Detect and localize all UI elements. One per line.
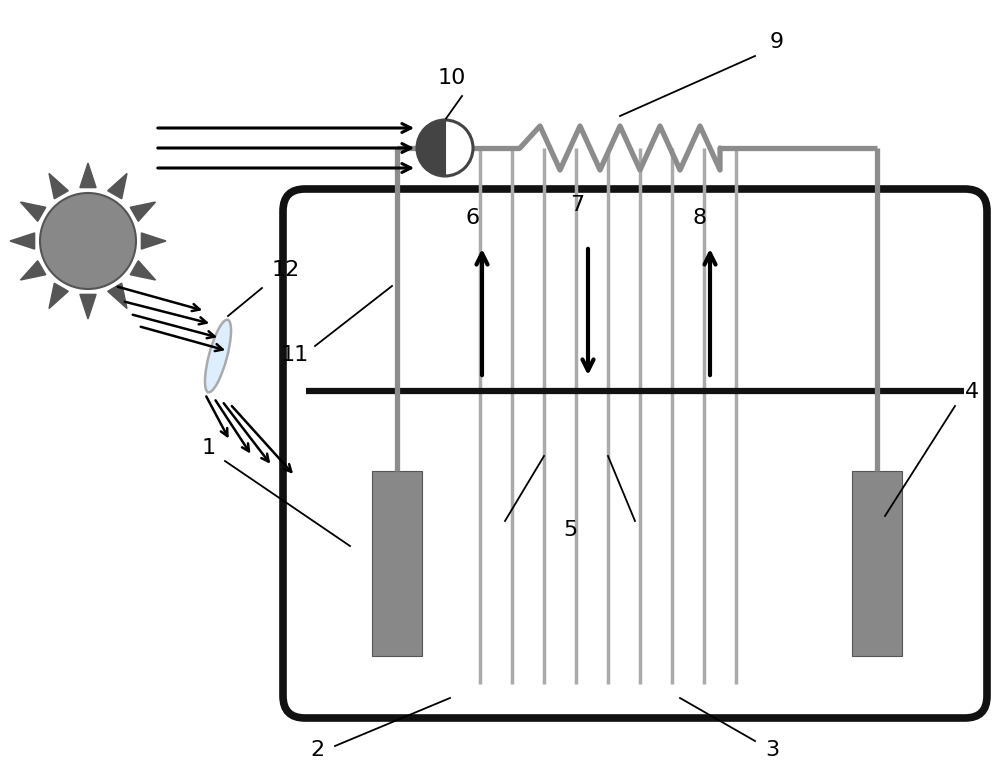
Polygon shape [49, 173, 68, 199]
Polygon shape [49, 283, 68, 309]
Polygon shape [20, 260, 46, 280]
Text: 7: 7 [570, 195, 584, 215]
Polygon shape [20, 202, 46, 221]
Circle shape [40, 193, 136, 289]
Polygon shape [417, 120, 445, 176]
Polygon shape [80, 294, 96, 319]
Polygon shape [141, 233, 166, 249]
Ellipse shape [205, 319, 231, 392]
Text: 8: 8 [693, 208, 707, 228]
Polygon shape [130, 202, 156, 221]
Text: 2: 2 [310, 740, 324, 760]
Polygon shape [10, 233, 35, 249]
FancyBboxPatch shape [283, 189, 987, 718]
Text: 4: 4 [965, 382, 979, 402]
Bar [372, 471, 422, 656]
Text: 11: 11 [281, 345, 309, 365]
Text: 5: 5 [563, 520, 577, 540]
Text: 6: 6 [465, 208, 479, 228]
Polygon shape [108, 283, 127, 309]
Text: 10: 10 [438, 68, 466, 88]
Circle shape [417, 120, 473, 176]
Text: 12: 12 [272, 260, 300, 280]
Text: 9: 9 [770, 32, 784, 52]
Text: 1: 1 [202, 438, 216, 458]
Polygon shape [108, 173, 127, 199]
Text: 3: 3 [765, 740, 779, 760]
Polygon shape [80, 163, 96, 188]
Polygon shape [130, 260, 156, 280]
Bar [852, 471, 902, 656]
